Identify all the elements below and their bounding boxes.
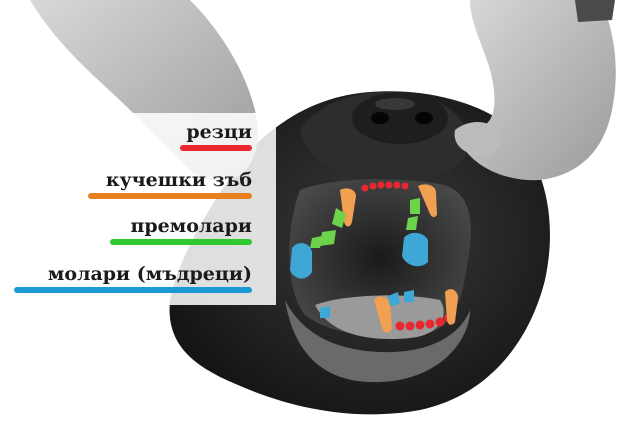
- nose: [352, 92, 448, 144]
- legend-bar-premolars: [110, 239, 252, 245]
- legend-item-incisors: резци: [180, 121, 252, 151]
- legend-label-canines: кучешки зъб: [105, 169, 252, 191]
- legend-label-molars: молари (мъдреци): [47, 263, 252, 285]
- legend-bar-canines: [88, 193, 252, 199]
- canine-teeth: [340, 184, 458, 333]
- legend-item-premolars: премолари: [110, 215, 252, 245]
- legend-label-premolars: премолари: [130, 215, 252, 237]
- incisor-teeth-upper: [361, 181, 409, 192]
- legend-label-incisors: резци: [186, 121, 252, 143]
- legend-item-molars: молари (мъдреци): [14, 263, 252, 293]
- legend-panel: резци кучешки зъб премолари молари (мъдр…: [0, 113, 276, 305]
- premolar-teeth: [310, 198, 420, 248]
- incisor-teeth-lower: [395, 314, 452, 331]
- right-hand: [454, 0, 616, 181]
- legend-bar-molars: [14, 287, 252, 293]
- legend-bar-incisors: [180, 145, 252, 151]
- molar-teeth: [290, 232, 428, 318]
- legend-item-canines: кучешки зъб: [88, 169, 252, 199]
